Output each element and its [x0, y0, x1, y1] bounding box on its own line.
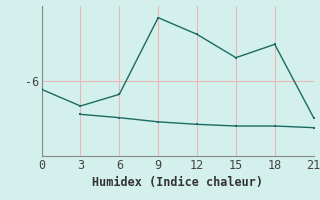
X-axis label: Humidex (Indice chaleur): Humidex (Indice chaleur): [92, 176, 263, 189]
